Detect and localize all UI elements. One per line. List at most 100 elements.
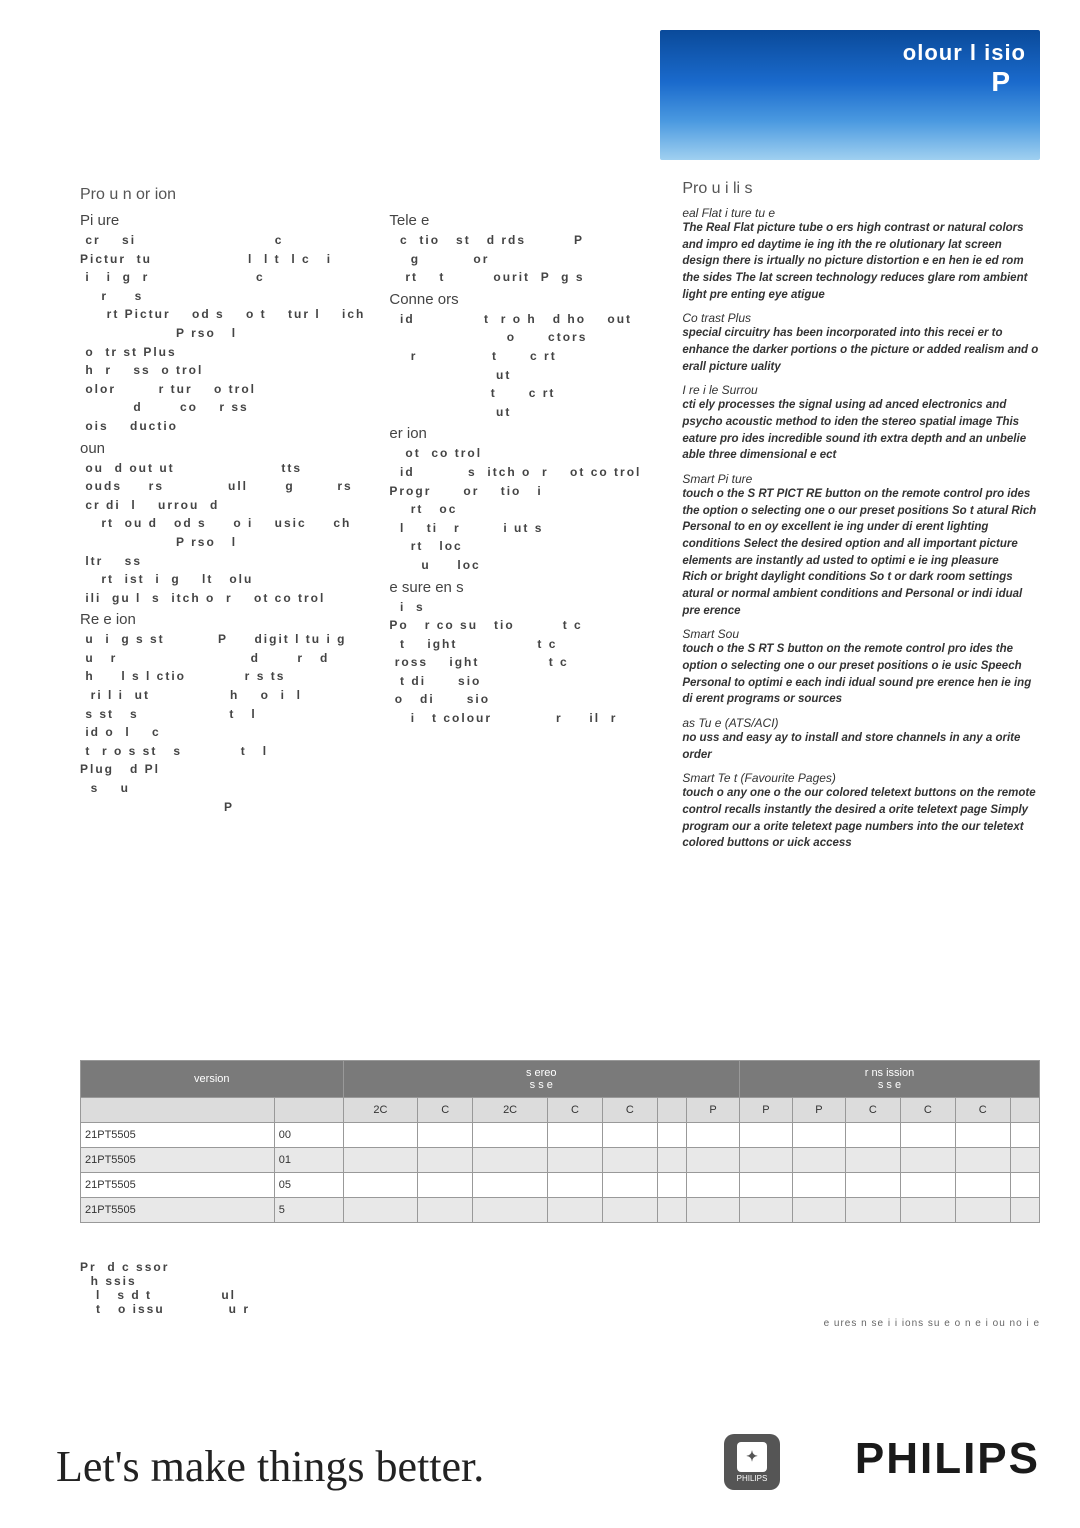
spec-line: i i g r c <box>80 268 365 287</box>
spec-line: t r o s st s t l <box>80 742 365 761</box>
spec-line: rt ist i g lt olu <box>80 570 365 589</box>
table-cell <box>602 1198 657 1223</box>
spec-line: cr di l urrou d <box>80 496 365 515</box>
table-cell: 21PT5505 <box>81 1123 275 1148</box>
col-header <box>81 1098 275 1123</box>
highlight-title: eal Flat i ture tu e <box>682 206 1040 220</box>
spec-line: r t c rt <box>389 347 652 366</box>
hero-title: olour l isio <box>660 30 1040 66</box>
table-cell <box>343 1198 418 1223</box>
spec-line: r s <box>80 287 365 306</box>
versions-table: version s ereo s s e r ns ission s s e 2… <box>80 1060 1040 1223</box>
table-cell <box>657 1198 686 1223</box>
table-cell <box>1010 1173 1039 1198</box>
spec-line: ouds rs ull g rs <box>80 477 365 496</box>
spec-line: ltr ss <box>80 552 365 571</box>
table-cell <box>739 1198 792 1223</box>
table-cell <box>955 1148 1010 1173</box>
spec-line: rt ou d od s o i usic ch <box>80 514 365 533</box>
connectors-block: id t r o h d ho out o ctors r t c rt ut … <box>389 310 652 422</box>
spec-line: t di sio <box>389 672 652 691</box>
table-cell <box>343 1148 418 1173</box>
spec-line: ut <box>389 403 652 422</box>
connectors-heading: Conne ors <box>389 291 652 308</box>
col-header <box>657 1098 686 1123</box>
spec-line: o tr st Plus <box>80 343 365 362</box>
table-cell: 05 <box>274 1173 343 1198</box>
table-cell: 21PT5505 <box>81 1173 275 1198</box>
picture-block: cr si cPictur tu l l t l c i i i g r c r… <box>80 231 365 436</box>
spec-line: u i g s st P digit l tu i g <box>80 630 365 649</box>
col-header: 2C <box>473 1098 548 1123</box>
table-cell <box>547 1123 602 1148</box>
table-cell: 21PT5505 <box>81 1198 275 1223</box>
spec-line: u loc <box>389 556 652 575</box>
table-cell <box>739 1148 792 1173</box>
table-row: 21PT550501 <box>81 1148 1040 1173</box>
table-cell <box>792 1198 845 1223</box>
philips-wordmark: PHILIPS <box>855 1434 1040 1484</box>
highlights-list: eal Flat i ture tu eThe Real Flat pictur… <box>682 206 1040 852</box>
spec-line: ois ductio <box>80 417 365 436</box>
highlight-body: special circuitry has been incorporated … <box>682 325 1040 375</box>
table-cell <box>739 1123 792 1148</box>
table-cell <box>418 1198 473 1223</box>
highlight-title: as Tu e (ATS/ACI) <box>682 716 1040 730</box>
spec-line: ou d out ut tts <box>80 459 365 478</box>
spec-line: rt t ourit P g s <box>389 268 652 287</box>
spec-line: h l s l ctio r s ts <box>80 667 365 686</box>
spec-line: s u <box>80 779 365 798</box>
teletext-heading: Tele e <box>389 212 652 229</box>
col-header: C <box>418 1098 473 1123</box>
col-header: P <box>739 1098 792 1123</box>
table-row: 21PT55055 <box>81 1198 1040 1223</box>
disclaimer-text: e ures n se i i ions su e o n e i ou no … <box>824 1318 1040 1329</box>
table-cell <box>547 1173 602 1198</box>
spec-line: P <box>80 798 365 817</box>
table-cell <box>657 1148 686 1173</box>
philips-badge: ✦ PHILIPS <box>724 1434 780 1490</box>
spec-line: d co r ss <box>80 398 365 417</box>
table-cell <box>1010 1123 1039 1148</box>
spec-line: ili gu l s itch o r ot co trol <box>80 589 365 608</box>
table-cell <box>792 1173 845 1198</box>
table-cell <box>845 1173 900 1198</box>
spec-line: c tio st d rds P <box>389 231 652 250</box>
spec-line: t c rt <box>389 384 652 403</box>
spec-line: Plug d Pl <box>80 760 365 779</box>
measurements-heading: e sure en s <box>389 579 652 596</box>
spec-line: ot co trol <box>389 444 652 463</box>
highlights-heading: Pro u i li s <box>682 180 1040 198</box>
col-header: P <box>792 1098 845 1123</box>
sound-block: ou d out ut tts ouds rs ull g rs cr di l… <box>80 459 365 608</box>
spec-line: l ti r i ut s <box>389 519 652 538</box>
table-cell <box>473 1148 548 1173</box>
spec-line: u r d r d <box>80 649 365 668</box>
right-column: Pro u i li s eal Flat i ture tu eThe Rea… <box>682 180 1040 852</box>
table-cell <box>687 1198 740 1223</box>
table-cell <box>792 1123 845 1148</box>
version-block: ot co trol id s itch o r ot co trolProgr… <box>389 444 652 574</box>
table-cell <box>602 1173 657 1198</box>
spec-line: P rso l <box>80 324 365 343</box>
table-cell <box>792 1148 845 1173</box>
hero-sub: P <box>660 66 1040 98</box>
table-head-2: 2CC2CCCPPPCCC <box>81 1098 1040 1123</box>
table-cell <box>845 1123 900 1148</box>
spec-line: h r ss o trol <box>80 361 365 380</box>
table-cell <box>900 1198 955 1223</box>
shield-icon: ✦ <box>737 1442 767 1472</box>
spec-line: id s itch o r ot co trol <box>389 463 652 482</box>
table-cell <box>473 1173 548 1198</box>
table-cell: 5 <box>274 1198 343 1223</box>
table-row: 21PT550505 <box>81 1173 1040 1198</box>
col-header: 2C <box>343 1098 418 1123</box>
measurements-block: i sPo r co su tio t c t ight t c ross ig… <box>389 598 652 728</box>
table-cell <box>418 1148 473 1173</box>
spec-line: ri l i ut h o i l <box>80 686 365 705</box>
table-cell <box>845 1148 900 1173</box>
spec-line: olor r tur o trol <box>80 380 365 399</box>
col-header: P <box>687 1098 740 1123</box>
highlight-body: no uss and easy ay to install and store … <box>682 730 1040 763</box>
col-header: C <box>602 1098 657 1123</box>
